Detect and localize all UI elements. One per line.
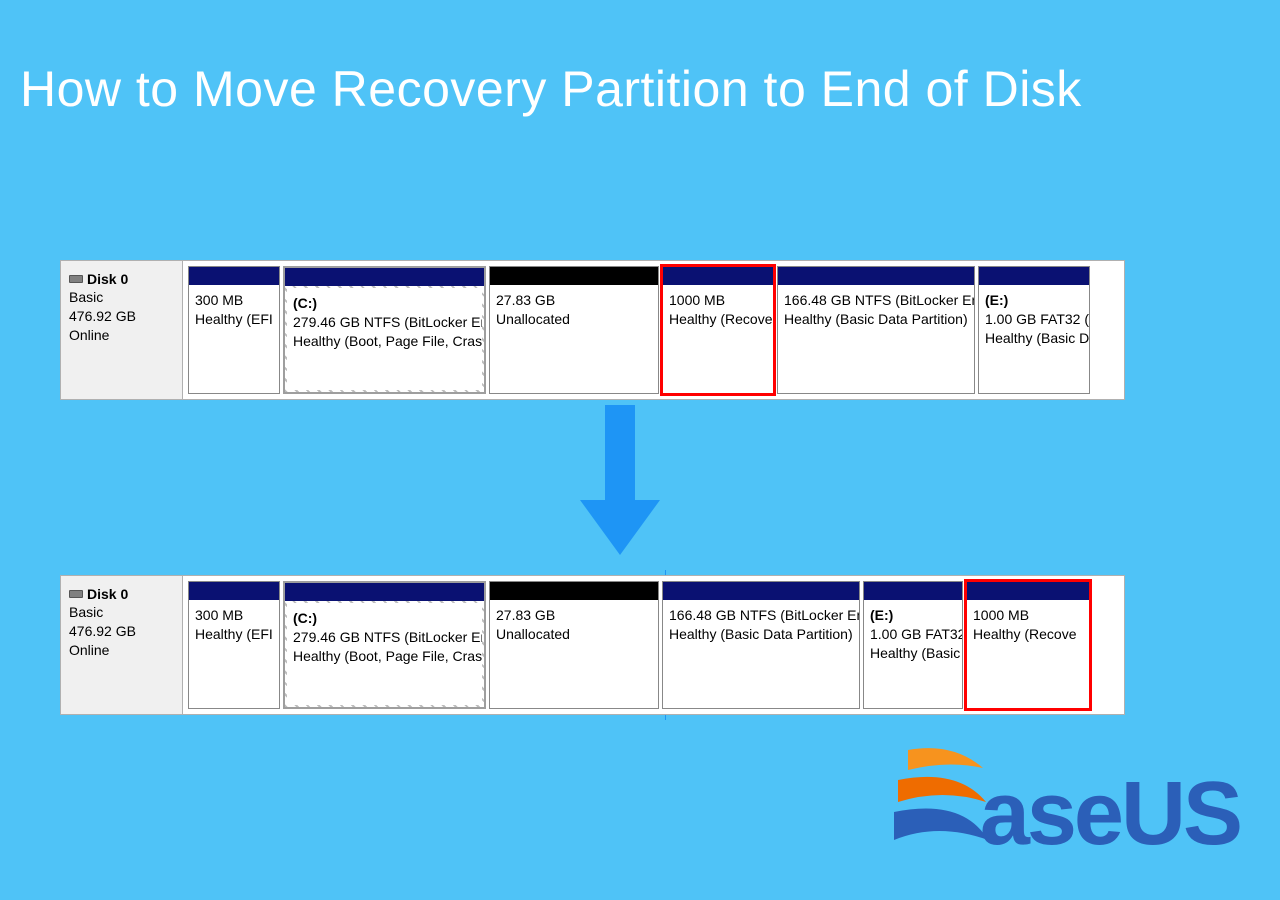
partition[interactable]: (E:)1.00 GB FAT32 (IHealthy (Basic D	[978, 266, 1090, 394]
partition-header	[778, 267, 974, 285]
disk-size: 476.92 GB	[69, 622, 174, 641]
partition-status: Healthy (Recove	[973, 625, 1083, 644]
partition-status: Healthy (EFI	[195, 310, 273, 329]
partition-size: 1.00 GB FAT32 (I	[985, 310, 1083, 329]
page-title: How to Move Recovery Partition to End of…	[0, 0, 1280, 118]
partition-body: (C:)279.46 GB NTFS (BitLocker EncrHealth…	[287, 603, 482, 705]
disk-panel-before: Disk 0 Basic 476.92 GB Online 300 MBHeal…	[60, 260, 1125, 400]
partition[interactable]: 300 MBHealthy (EFI	[188, 581, 280, 709]
partition-status: Healthy (Basic D	[870, 644, 956, 663]
disk-name: Disk 0	[87, 270, 128, 289]
disk-info-before: Disk 0 Basic 476.92 GB Online	[61, 261, 183, 399]
easeus-logo-icon	[888, 740, 988, 850]
arrow-down-icon	[580, 405, 660, 555]
partition[interactable]: 1000 MBHealthy (Recove	[662, 266, 774, 394]
partition-status: Healthy (Boot, Page File, Crash	[293, 647, 476, 666]
partition-size: 300 MB	[195, 606, 273, 625]
partition-label: (C:)	[293, 294, 476, 313]
partition[interactable]: 27.83 GBUnallocated	[489, 266, 659, 394]
partition-header	[490, 267, 658, 285]
partition-size: 300 MB	[195, 291, 273, 310]
partition-body: (E:)1.00 GB FAT32 (IHealthy (Basic D	[864, 600, 962, 708]
partition-status: Unallocated	[496, 310, 652, 329]
partition[interactable]: 166.48 GB NTFS (BitLocker EnHealthy (Bas…	[777, 266, 975, 394]
partition-size: 279.46 GB NTFS (BitLocker Encr	[293, 313, 476, 332]
partition-size: 279.46 GB NTFS (BitLocker Encr	[293, 628, 476, 647]
partition-body: 300 MBHealthy (EFI	[189, 285, 279, 393]
disk-size: 476.92 GB	[69, 307, 174, 326]
partition-header	[864, 582, 962, 600]
partition-label: (C:)	[293, 609, 476, 628]
partition-body: 300 MBHealthy (EFI	[189, 600, 279, 708]
disk-panel-after: Disk 0 Basic 476.92 GB Online 300 MBHeal…	[60, 575, 1125, 715]
partition[interactable]: 166.48 GB NTFS (BitLocker EnHealthy (Bas…	[662, 581, 860, 709]
partition[interactable]: (C:)279.46 GB NTFS (BitLocker EncrHealth…	[283, 266, 486, 394]
partition[interactable]: 300 MBHealthy (EFI	[188, 266, 280, 394]
partition-header	[663, 267, 773, 285]
easeus-logo: aseUS	[888, 740, 1240, 850]
partition[interactable]: (C:)279.46 GB NTFS (BitLocker EncrHealth…	[283, 581, 486, 709]
partition-header	[285, 583, 484, 601]
partition-status: Healthy (EFI	[195, 625, 273, 644]
partition-header	[285, 268, 484, 286]
partition-header	[189, 582, 279, 600]
partition-header	[663, 582, 859, 600]
partition-body: 1000 MBHealthy (Recove	[663, 285, 773, 393]
partition-status: Healthy (Basic Data Partition)	[669, 625, 853, 644]
partition-label: (E:)	[870, 606, 956, 625]
partition-body: 27.83 GBUnallocated	[490, 285, 658, 393]
partition-body: 166.48 GB NTFS (BitLocker EnHealthy (Bas…	[663, 600, 859, 708]
partition-header	[979, 267, 1089, 285]
partition-status: Healthy (Recove	[669, 310, 767, 329]
partition-size: 27.83 GB	[496, 291, 652, 310]
partition-status: Healthy (Boot, Page File, Crash	[293, 332, 476, 351]
partition-body: 166.48 GB NTFS (BitLocker EnHealthy (Bas…	[778, 285, 974, 393]
partition-header	[490, 582, 658, 600]
disk-type: Basic	[69, 603, 174, 622]
disk-status: Online	[69, 641, 174, 660]
partition-status: Healthy (Basic D	[985, 329, 1083, 348]
partition-body: (E:)1.00 GB FAT32 (IHealthy (Basic D	[979, 285, 1089, 393]
partition[interactable]: 27.83 GBUnallocated	[489, 581, 659, 709]
partition-header	[967, 582, 1089, 600]
partition-body: 1000 MBHealthy (Recove	[967, 600, 1089, 708]
partition-body: (C:)279.46 GB NTFS (BitLocker EncrHealth…	[287, 288, 482, 390]
partition-size: 1000 MB	[669, 291, 767, 310]
partition[interactable]: 1000 MBHealthy (Recove	[966, 581, 1090, 709]
partition-size: 1000 MB	[973, 606, 1083, 625]
partitions-after: 300 MBHealthy (EFI(C:)279.46 GB NTFS (Bi…	[183, 576, 1124, 714]
partition[interactable]: (E:)1.00 GB FAT32 (IHealthy (Basic D	[863, 581, 963, 709]
disk-status: Online	[69, 326, 174, 345]
partition-size: 1.00 GB FAT32 (I	[870, 625, 956, 644]
easeus-logo-text: aseUS	[980, 778, 1240, 850]
disk-info-after: Disk 0 Basic 476.92 GB Online	[61, 576, 183, 714]
partition-size: 166.48 GB NTFS (BitLocker En	[669, 606, 853, 625]
partition-status: Unallocated	[496, 625, 652, 644]
partition-size: 27.83 GB	[496, 606, 652, 625]
disk-type: Basic	[69, 288, 174, 307]
partition-status: Healthy (Basic Data Partition)	[784, 310, 968, 329]
disk-icon	[69, 275, 83, 283]
disk-name: Disk 0	[87, 585, 128, 604]
partition-size: 166.48 GB NTFS (BitLocker En	[784, 291, 968, 310]
partition-label: (E:)	[985, 291, 1083, 310]
partition-body: 27.83 GBUnallocated	[490, 600, 658, 708]
partition-header	[189, 267, 279, 285]
partitions-before: 300 MBHealthy (EFI(C:)279.46 GB NTFS (Bi…	[183, 261, 1124, 399]
disk-icon	[69, 590, 83, 598]
